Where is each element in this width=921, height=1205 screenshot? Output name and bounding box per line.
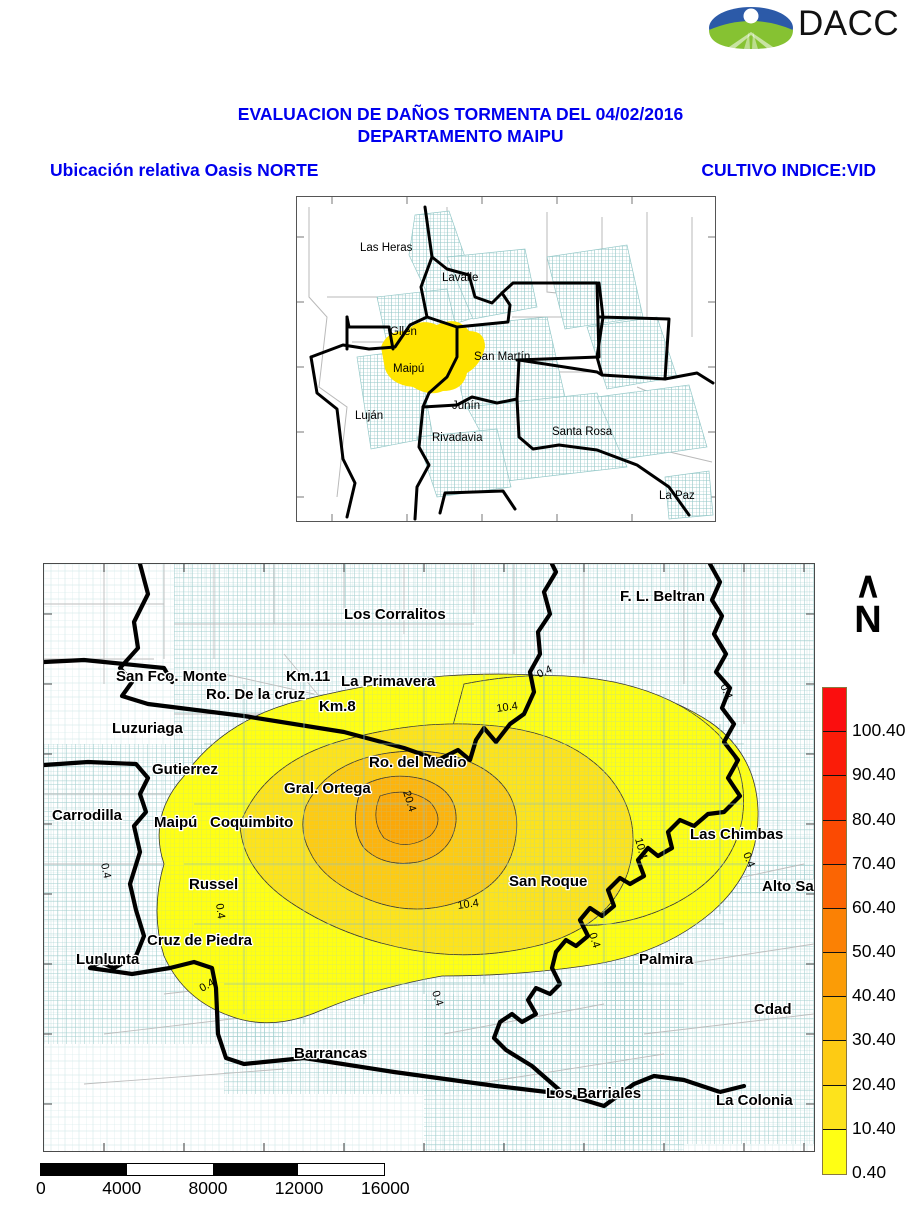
svg-text:0.4: 0.4 [535, 663, 554, 680]
svg-text:Alto Salvador: Alto Salvador [762, 878, 814, 895]
colorbar-label: 60.40 [852, 896, 896, 917]
page-title-line2: DEPARTAMENTO MAIPU [357, 126, 564, 146]
colorbar-band [823, 1129, 846, 1174]
svg-text:San Martín: San Martín [474, 351, 530, 363]
scalebar-segment [212, 1164, 299, 1175]
svg-text:San Roque: San Roque [509, 873, 587, 890]
svg-text:Ro. De la cruz: Ro. De la cruz [206, 686, 305, 703]
scalebar-tick-label: 4000 [102, 1178, 142, 1198]
colorbar-label: 40.40 [852, 985, 896, 1006]
colorbar-label: 10.40 [852, 1117, 896, 1138]
svg-text:La Primavera: La Primavera [341, 673, 436, 690]
scalebar-segment [126, 1164, 213, 1175]
colorbar-label: 20.40 [852, 1073, 896, 1094]
locality-label-group: Los Corralitos F. L. Beltran San Fco. Mo… [51, 587, 814, 1111]
subtitle-crop-index: CULTIVO INDICE:VID [701, 160, 876, 180]
svg-text:Los Barriales: Los Barriales [546, 1085, 641, 1102]
svg-text:Russel: Russel [189, 876, 238, 893]
svg-text:Santa Rosa: Santa Rosa [552, 426, 613, 438]
svg-text:La Colonia: La Colonia [716, 1092, 793, 1109]
colorbar-label: 30.40 [852, 1029, 896, 1050]
page-title-line1: EVALUACION DE DAÑOS TORMENTA DEL 04/02/2… [237, 104, 684, 124]
svg-text:Carrodilla: Carrodilla [52, 807, 123, 824]
svg-text:Luzuriaga: Luzuriaga [112, 720, 183, 737]
svg-text:Maipú: Maipú [393, 363, 424, 375]
colorbar-band [823, 1041, 846, 1086]
inset-overview-map: Las Heras Lavalle Gllén San Martín Maipú… [296, 196, 716, 522]
scalebar-segment [41, 1164, 127, 1175]
svg-text:0.4: 0.4 [429, 989, 445, 1007]
north-arrow: ∧ N [838, 564, 898, 660]
colorbar-label: 50.40 [852, 941, 896, 962]
svg-text:Cruz de Piedra: Cruz de Piedra [147, 932, 253, 949]
svg-text:Los Corralitos: Los Corralitos [344, 606, 446, 623]
scalebar-tick-label: 8000 [188, 1178, 228, 1198]
svg-text:Cdad: Cdad [754, 1001, 792, 1018]
svg-text:Coquimbito: Coquimbito [210, 814, 293, 831]
svg-text:0.4: 0.4 [213, 903, 227, 920]
subtitle-location: Ubicación relativa Oasis NORTE [50, 160, 319, 180]
colorbar-label: 80.40 [852, 808, 896, 829]
colorbar-band [823, 997, 846, 1042]
contour-label-group: 0.4 0.4 10.4 20.4 10.4 10.4 0.4 0.4 0.4 … [98, 663, 757, 1007]
svg-text:Lunlunta: Lunlunta [76, 951, 140, 968]
colorbar-band [823, 732, 846, 777]
svg-text:Ro. del Medio: Ro. del Medio [369, 754, 467, 771]
colorbar-band [823, 908, 846, 954]
svg-text:10.4: 10.4 [632, 837, 649, 861]
svg-text:0.4: 0.4 [740, 851, 757, 870]
main-damage-map: 0.4 0.4 10.4 20.4 10.4 10.4 0.4 0.4 0.4 … [43, 563, 815, 1152]
svg-text:Gutierrez: Gutierrez [152, 761, 218, 778]
svg-text:Km.11: Km.11 [286, 668, 330, 685]
inset-label-group: Las Heras Lavalle Gllén San Martín Maipú… [355, 242, 695, 502]
svg-text:Las Chimbas: Las Chimbas [690, 826, 783, 843]
distance-scalebar-ticks: 0 4000 8000 12000 16000 [0, 1178, 460, 1202]
svg-text:Barrancas: Barrancas [294, 1045, 367, 1062]
svg-text:Lavalle: Lavalle [442, 272, 478, 284]
colorbar-band [823, 1085, 846, 1130]
colorbar-label: 70.40 [852, 852, 896, 873]
svg-text:Rivadavia: Rivadavia [432, 432, 483, 444]
colorbar-label: 0.40 [852, 1162, 887, 1182]
north-caret-icon: ∧ [854, 564, 882, 605]
distance-scalebar [40, 1163, 385, 1176]
svg-text:10.4: 10.4 [496, 700, 519, 715]
colorbar-band [823, 776, 846, 821]
svg-text:F. L. Beltran: F. L. Beltran [620, 588, 705, 605]
colorbar-band [823, 953, 846, 998]
svg-text:10.4: 10.4 [457, 897, 480, 912]
colorbar-band [823, 820, 846, 865]
svg-text:Palmira: Palmira [639, 951, 694, 968]
dacc-logo: DACC [700, 2, 915, 54]
damage-index-colorbar-labels: 100.40 90.40 80.40 70.40 60.40 50.40 40.40 30.4… [852, 687, 921, 1187]
svg-text:Maipú: Maipú [154, 814, 197, 831]
scalebar-tick-label: 12000 [274, 1178, 324, 1198]
svg-text:0.4: 0.4 [98, 862, 113, 879]
scalebar-segment [298, 1164, 384, 1175]
dacc-logo-icon [709, 7, 793, 49]
svg-text:Las Heras: Las Heras [360, 242, 413, 254]
scalebar-tick-label: 16000 [361, 1178, 410, 1198]
svg-text:San Fco. Monte: San Fco. Monte [116, 668, 227, 685]
dacc-logo-text: DACC [798, 4, 900, 43]
colorbar-label: 90.40 [852, 764, 896, 785]
svg-text:La Paz: La Paz [659, 490, 695, 502]
svg-text:Junín: Junín [452, 400, 480, 412]
svg-text:Gllén: Gllén [390, 326, 417, 338]
scalebar-tick-label: 0 [36, 1178, 46, 1198]
north-letter: N [854, 599, 882, 641]
svg-text:Gral. Ortega: Gral. Ortega [284, 780, 371, 797]
damage-index-colorbar [822, 687, 847, 1175]
colorbar-band [823, 864, 846, 909]
svg-text:0.4: 0.4 [586, 931, 602, 949]
colorbar-band [823, 688, 846, 733]
svg-text:Km.8: Km.8 [319, 698, 356, 715]
colorbar-label: 100.40 [852, 720, 906, 741]
svg-text:0.4: 0.4 [717, 682, 734, 701]
svg-text:Luján: Luján [355, 410, 383, 422]
inset-highlight-maipu [381, 321, 485, 394]
